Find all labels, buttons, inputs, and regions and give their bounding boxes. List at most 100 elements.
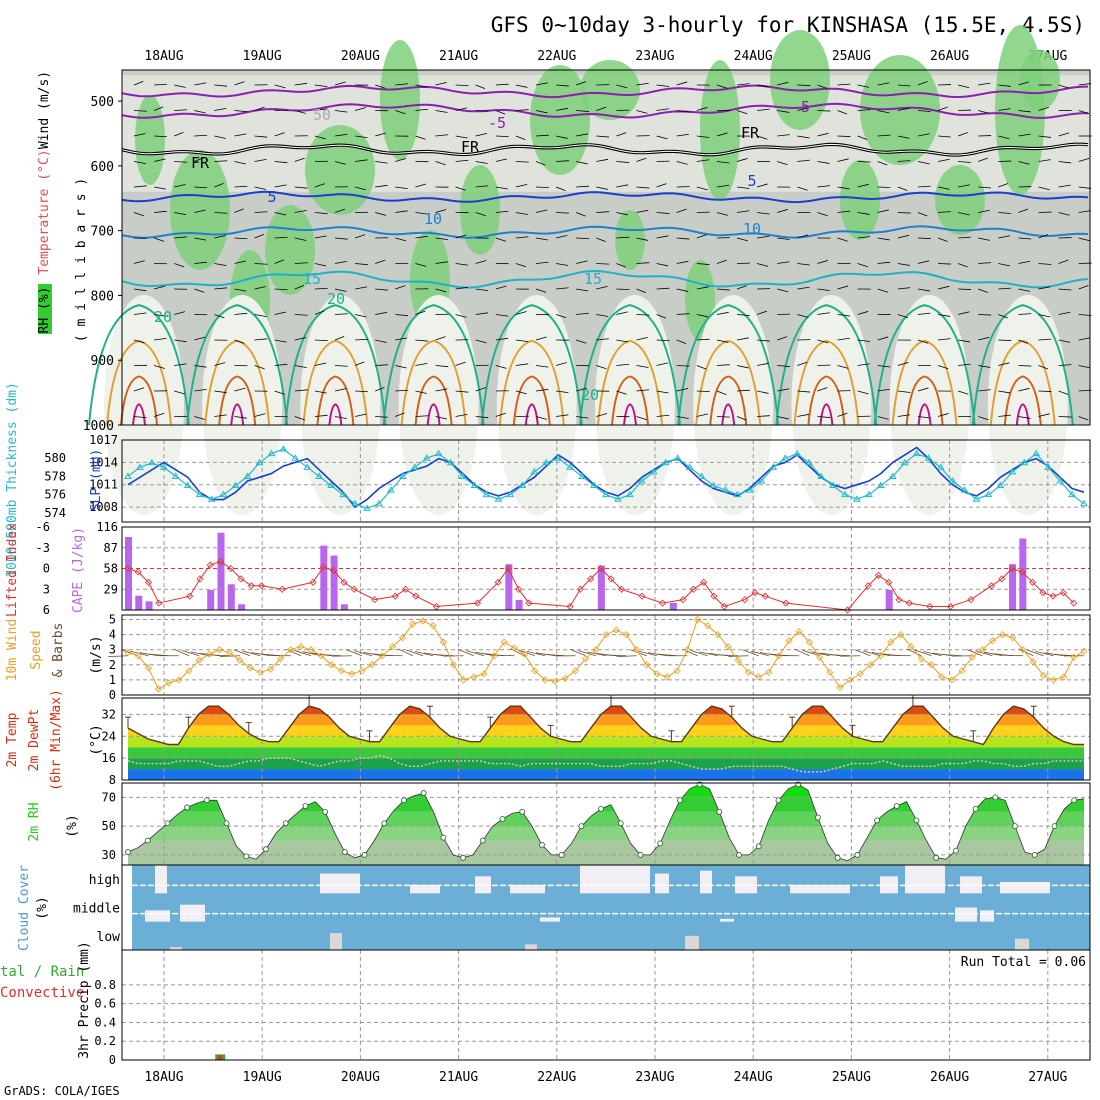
- wind-barb: [897, 186, 908, 191]
- wind-speed-marker: [541, 676, 549, 684]
- wind-barb: [294, 186, 308, 189]
- wind-barb: [716, 416, 730, 418]
- wind-barb: [978, 209, 990, 213]
- wind-speed-marker: [714, 631, 722, 639]
- lifted-index-marker: [885, 578, 893, 586]
- wind-barb: [154, 337, 167, 341]
- thickness-marker: [124, 472, 132, 479]
- wind-barb: [535, 237, 549, 241]
- wind-barb: [234, 416, 247, 419]
- wind-barb: [174, 390, 185, 395]
- wind-barb: [576, 185, 590, 188]
- thickness-marker: [626, 490, 634, 498]
- wind-barb: [998, 362, 1010, 366]
- wind-barb: [797, 107, 809, 111]
- wind-barb: [636, 262, 650, 264]
- wind-barb: [596, 106, 607, 111]
- wind-barb: [817, 132, 829, 137]
- wind-speed-marker: [856, 670, 864, 678]
- wind-barb-10m: [923, 651, 942, 657]
- cloud-mid-bar: [980, 910, 994, 922]
- wind-barb: [395, 210, 408, 213]
- thickness-marker: [817, 472, 825, 479]
- wind-barb: [716, 311, 729, 315]
- lifted-index-marker: [247, 582, 255, 590]
- rh-band: [128, 840, 1084, 865]
- wind-barb: [133, 161, 146, 165]
- wind-barb: [1038, 135, 1052, 138]
- temp-tick-label: 8: [109, 773, 116, 787]
- wind-barb: [354, 107, 366, 111]
- wind-barb: [274, 390, 285, 395]
- rh-marker: [125, 849, 131, 855]
- wind-barb: [957, 263, 968, 268]
- wind-speed-marker: [663, 673, 671, 681]
- thickness-marker: [649, 467, 658, 475]
- wind-barb: [274, 236, 288, 239]
- lifted-index-marker: [597, 564, 605, 573]
- rh-marker: [874, 817, 880, 824]
- isotherm-20: [579, 304, 681, 426]
- thickness-axis-label: 1000-500mb Thickness (dm): [5, 382, 20, 578]
- lifted-index-marker: [689, 585, 697, 593]
- wind-speed-marker: [592, 646, 600, 654]
- wind-barb: [917, 133, 930, 137]
- wind-barb: [194, 416, 206, 420]
- cloud-cover-panel: high middle low Cloud Cover (%): [17, 864, 1091, 951]
- wind-barb: [234, 260, 246, 264]
- wind-barb: [495, 337, 509, 341]
- wind-barb: [676, 313, 690, 315]
- cape-bar: [597, 565, 605, 610]
- cape-axis-label: CAPE (J/kg): [71, 527, 86, 613]
- wind-barb: [676, 110, 690, 113]
- wind-barb: [214, 362, 226, 366]
- wind-barb: [475, 260, 487, 264]
- lifted-index-axis-label: Lifted Index: [5, 523, 20, 617]
- cape-bar: [340, 604, 348, 610]
- thickness-marker: [721, 486, 730, 493]
- wind-barb: [817, 260, 829, 264]
- wind-barb: [998, 339, 1012, 341]
- wind-barb: [535, 365, 549, 368]
- cape-bar: [1009, 564, 1017, 610]
- wind-barb: [777, 365, 790, 367]
- lifted-index-marker: [576, 585, 584, 593]
- thickness-marker: [482, 490, 491, 498]
- wind-barb: [1058, 161, 1072, 164]
- cape-bar: [515, 599, 523, 610]
- cloud-high-bar: [1000, 882, 1050, 894]
- wind-barb: [817, 288, 830, 291]
- isotherm-30: [905, 375, 944, 426]
- wind-barb: [133, 80, 144, 86]
- wind-barb: [555, 314, 567, 319]
- li-tick-label: -3: [36, 541, 50, 555]
- wind-barb: [153, 365, 165, 369]
- lifted-index-marker: [473, 599, 482, 607]
- wind-barb: [234, 161, 246, 165]
- wind-barb: [676, 260, 689, 264]
- wind-barb: [515, 311, 527, 315]
- rh-marker: [361, 852, 368, 858]
- wind-speed-marker: [510, 644, 519, 652]
- wind-barb: [576, 387, 587, 392]
- wind-barb: [556, 287, 569, 290]
- thickness-marker: [243, 472, 252, 479]
- lifted-index-marker: [124, 564, 132, 573]
- wind-barb: [656, 339, 670, 342]
- wind-barb: [314, 339, 328, 342]
- wind-speed-marker: [439, 638, 447, 646]
- wind-barb: [294, 82, 308, 86]
- wind-barb: [837, 337, 850, 341]
- wind-barb: [334, 110, 348, 113]
- wind-barb: [736, 186, 750, 189]
- rh-band: [128, 811, 1084, 827]
- wind-speed-marker: [744, 668, 752, 676]
- wind-barb: [777, 416, 789, 420]
- wind-barb: [214, 84, 228, 87]
- isotherm-25: [400, 339, 467, 426]
- wind-barb: [897, 414, 911, 417]
- wind-barb: [756, 135, 768, 140]
- wind-barb: [1078, 314, 1092, 316]
- wind-speed-marker: [643, 661, 651, 669]
- isotherm-35: [623, 403, 637, 426]
